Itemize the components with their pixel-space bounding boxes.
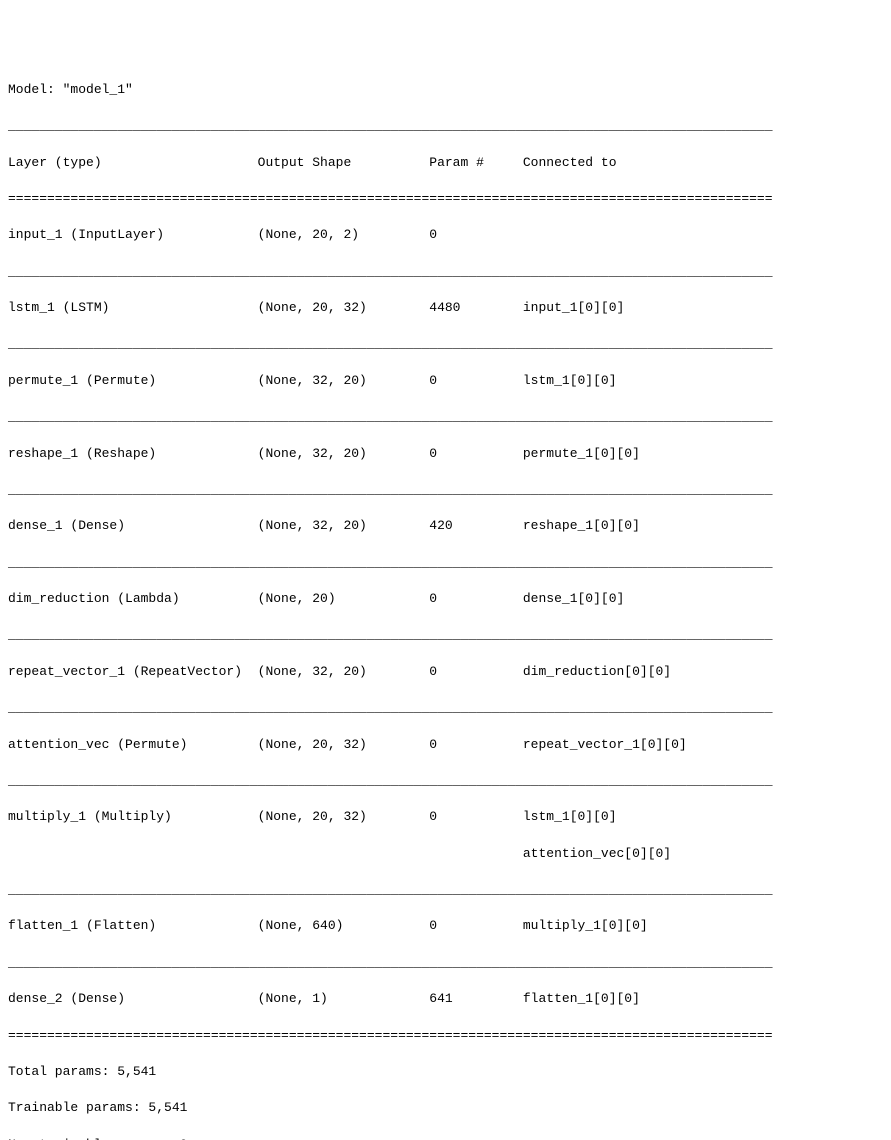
table-row: repeat_vector_1 (RepeatVector) (None, 32…: [8, 663, 883, 681]
rule-thin: ________________________________________…: [8, 481, 883, 499]
rule-thin: ________________________________________…: [8, 117, 883, 135]
table-row: attention_vec (Permute) (None, 20, 32) 0…: [8, 736, 883, 754]
table-row: dense_2 (Dense) (None, 1) 641 flatten_1[…: [8, 990, 883, 1008]
rule-thin: ________________________________________…: [8, 881, 883, 899]
rule-thin: ________________________________________…: [8, 335, 883, 353]
rule-thin: ________________________________________…: [8, 263, 883, 281]
rule-thin: ________________________________________…: [8, 626, 883, 644]
table-row: dense_1 (Dense) (None, 32, 20) 420 resha…: [8, 517, 883, 535]
rule-thin: ________________________________________…: [8, 772, 883, 790]
table-row: reshape_1 (Reshape) (None, 32, 20) 0 per…: [8, 445, 883, 463]
rule-thin: ________________________________________…: [8, 554, 883, 572]
table-row: input_1 (InputLayer) (None, 20, 2) 0: [8, 226, 883, 244]
table-header: Layer (type) Output Shape Param # Connec…: [8, 154, 883, 172]
rule-thick: ========================================…: [8, 190, 883, 208]
table-row: permute_1 (Permute) (None, 32, 20) 0 lst…: [8, 372, 883, 390]
model-summary: Model: "model_1" _______________________…: [8, 81, 883, 1140]
table-row: multiply_1 (Multiply) (None, 20, 32) 0 l…: [8, 808, 883, 826]
rule-thin: ________________________________________…: [8, 699, 883, 717]
table-row: dim_reduction (Lambda) (None, 20) 0 dens…: [8, 590, 883, 608]
table-row: lstm_1 (LSTM) (None, 20, 32) 4480 input_…: [8, 299, 883, 317]
rule-thin: ________________________________________…: [8, 954, 883, 972]
table-row: flatten_1 (Flatten) (None, 640) 0 multip…: [8, 917, 883, 935]
rule-thick: ========================================…: [8, 1027, 883, 1045]
summary-trainable: Trainable params: 5,541: [8, 1099, 883, 1117]
summary-nontrainable: Non-trainable params: 0: [8, 1136, 883, 1140]
table-row-extra: attention_vec[0][0]: [8, 845, 883, 863]
summary-total: Total params: 5,541: [8, 1063, 883, 1081]
model-title: Model: "model_1": [8, 81, 883, 99]
rule-thin: ________________________________________…: [8, 408, 883, 426]
